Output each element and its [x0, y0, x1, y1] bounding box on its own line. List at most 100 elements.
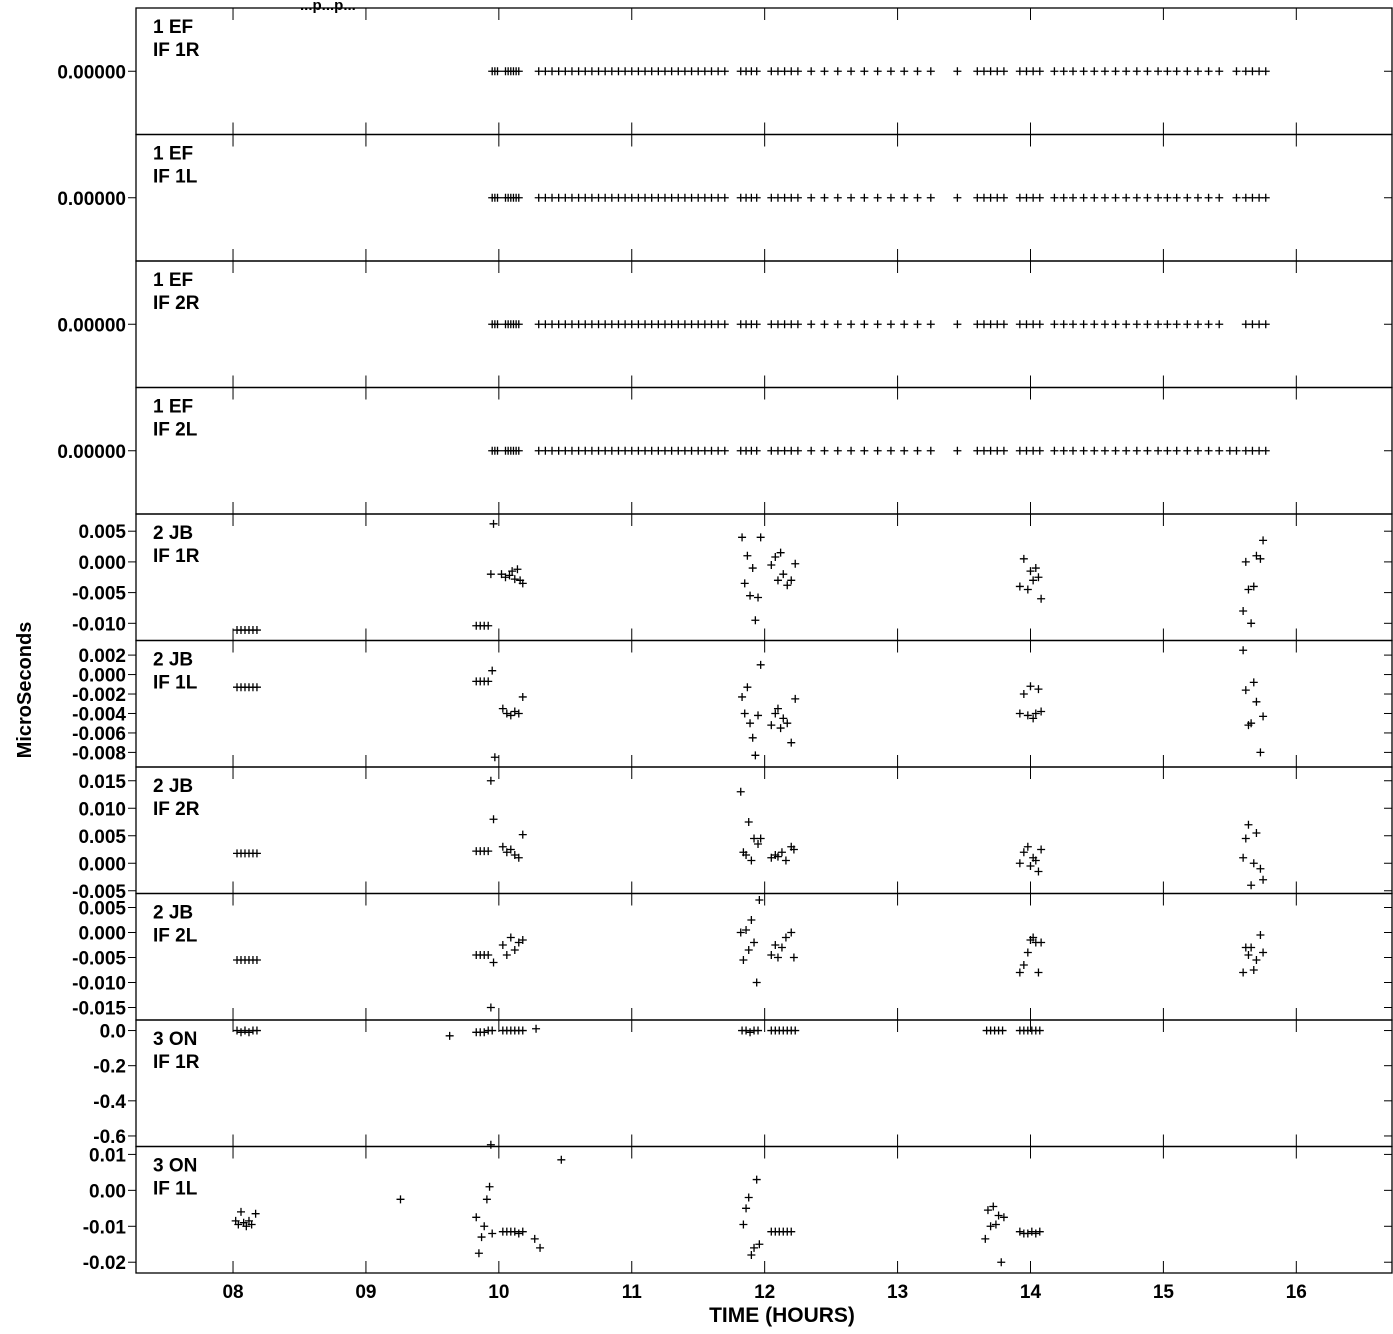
data-point	[736, 787, 745, 796]
data-point	[498, 941, 507, 949]
data-point	[999, 1213, 1008, 1222]
data-point	[789, 953, 798, 962]
data-point	[720, 320, 729, 329]
panel-label-station: 2 JB	[153, 776, 193, 797]
data-point	[750, 1243, 759, 1252]
data-point	[1215, 446, 1224, 455]
data-point	[752, 193, 761, 202]
data-point	[807, 193, 816, 202]
data-point	[751, 751, 760, 760]
data-point	[1122, 320, 1131, 329]
data-point	[518, 692, 527, 701]
data-point	[1031, 709, 1040, 718]
data-point	[1100, 67, 1109, 76]
panel-label-station: 1 EF	[153, 144, 193, 165]
data-point	[1090, 446, 1099, 455]
data-point	[873, 446, 882, 455]
y-tick-label: -0.010	[72, 614, 126, 635]
data-point	[1241, 834, 1250, 843]
data-point	[1252, 829, 1261, 837]
data-point	[489, 519, 498, 528]
data-point	[1256, 748, 1265, 757]
panel-label-if: IF 2R	[153, 799, 200, 820]
data-point	[1050, 67, 1059, 76]
data-point	[557, 1155, 566, 1164]
data-point	[776, 548, 785, 557]
data-point	[773, 576, 782, 585]
data-point	[756, 660, 765, 669]
data-point	[1035, 1026, 1044, 1035]
data-point	[738, 692, 747, 701]
data-point	[1023, 585, 1032, 594]
x-tick-label: 16	[1286, 1282, 1307, 1303]
y-tick-label: -0.6	[93, 1127, 126, 1148]
panel-frame	[135, 513, 1393, 642]
data-point	[1163, 320, 1172, 329]
data-point	[756, 533, 765, 542]
data-point	[886, 67, 895, 76]
data-point	[1143, 446, 1152, 455]
data-point	[1031, 856, 1040, 865]
data-point	[981, 1234, 990, 1243]
data-point	[833, 193, 842, 202]
data-point	[1069, 67, 1078, 76]
data-point	[820, 193, 829, 202]
panel-label-if: IF 2L	[153, 420, 198, 441]
data-point	[506, 933, 515, 942]
data-point	[886, 320, 895, 329]
data-point	[1261, 67, 1270, 76]
data-point	[744, 946, 753, 954]
data-point	[530, 1234, 539, 1243]
data-point	[781, 933, 790, 942]
page-header-fragment: ...p...p...	[300, 0, 356, 14]
data-point	[536, 1243, 545, 1252]
data-point	[1079, 193, 1088, 202]
data-point	[1143, 320, 1152, 329]
data-point	[252, 626, 261, 635]
data-point	[773, 704, 782, 713]
panel-label-if: IF 1L	[153, 673, 198, 694]
data-point	[1172, 320, 1181, 329]
data-point	[1204, 67, 1213, 76]
y-tick-label: 0.00000	[57, 62, 126, 83]
panel-label-if: IF 2L	[153, 926, 198, 947]
data-point	[1163, 446, 1172, 455]
data-point	[1059, 320, 1068, 329]
data-point	[518, 830, 527, 839]
data-point	[1183, 446, 1192, 455]
data-point	[514, 446, 523, 455]
data-point	[486, 1003, 495, 1012]
data-point	[744, 1193, 753, 1202]
data-point	[482, 1195, 491, 1204]
data-point	[1111, 320, 1120, 329]
data-point	[1259, 875, 1268, 884]
data-point	[1256, 931, 1265, 939]
y-tick-label: 0.00000	[57, 189, 126, 210]
data-point	[1261, 446, 1270, 455]
data-point	[739, 1220, 748, 1229]
data-point	[502, 951, 511, 959]
x-tick-label: 11	[622, 1282, 643, 1303]
data-point	[510, 575, 519, 584]
data-point	[1029, 933, 1038, 942]
data-point	[720, 193, 729, 202]
data-point	[787, 1227, 796, 1236]
data-point	[1204, 193, 1213, 202]
data-point	[1261, 193, 1270, 202]
data-point	[489, 958, 498, 967]
y-tick-label: 0.005	[78, 899, 126, 920]
panel-frame	[135, 1019, 1393, 1148]
data-point	[773, 953, 782, 962]
data-point	[1172, 193, 1181, 202]
data-point	[1193, 446, 1202, 455]
data-point	[493, 320, 502, 329]
data-point	[489, 815, 498, 824]
data-point	[1154, 320, 1163, 329]
data-point	[502, 709, 511, 718]
data-point	[508, 567, 517, 576]
data-point	[1241, 557, 1250, 566]
data-point	[779, 714, 788, 723]
